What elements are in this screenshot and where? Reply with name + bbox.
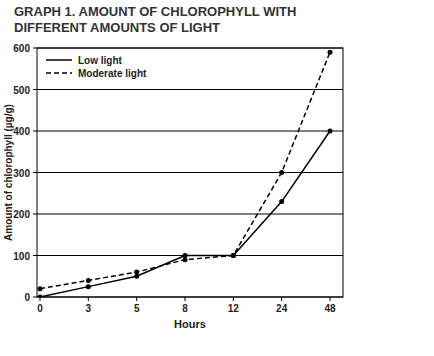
- chart: 0 100 200 300 400 500 600 0 3 5 8 12 24 48 Hours Amount…: [0, 0, 434, 356]
- grid-line: [37, 131, 343, 132]
- x-tick: [330, 297, 331, 301]
- x-tick: [40, 297, 41, 301]
- series-point: [231, 253, 236, 258]
- y-tick: [33, 131, 37, 132]
- grid-line: [37, 89, 343, 90]
- series-point: [183, 257, 188, 262]
- y-tick: [33, 255, 37, 256]
- x-tick: [185, 297, 186, 301]
- series-point: [86, 278, 91, 283]
- x-tick-label: 8: [182, 303, 188, 314]
- legend-swatch: [46, 59, 72, 61]
- series-point: [38, 295, 43, 298]
- series-point: [86, 284, 91, 289]
- x-tick-label: 24: [276, 303, 288, 314]
- y-tick: [33, 214, 37, 215]
- legend-label: Low light: [78, 55, 123, 66]
- y-tick: [33, 172, 37, 173]
- grid-line: [37, 214, 343, 215]
- y-tick-label: 600: [13, 43, 30, 54]
- grid-line: [37, 172, 343, 173]
- y-tick-label: 300: [13, 168, 30, 179]
- x-tick: [88, 297, 89, 301]
- plot-frame: [37, 48, 343, 297]
- x-tick-label: 0: [37, 303, 43, 314]
- legend-label: Moderate light: [78, 68, 147, 79]
- y-tick: [33, 89, 37, 90]
- series-line: [40, 131, 330, 297]
- y-tick: [33, 297, 37, 298]
- legend-swatch: [46, 72, 72, 74]
- series-line: [40, 52, 330, 289]
- x-tick-label: 3: [86, 303, 92, 314]
- x-tick: [136, 297, 137, 301]
- legend-box: [42, 51, 154, 85]
- title: GRAPH 1. AMOUNT OF CHLOROPHYLL WITH DIFF…: [14, 4, 334, 36]
- y-tick-label: 0: [24, 292, 30, 303]
- y-tick-label: 200: [13, 209, 30, 220]
- series-point: [231, 253, 236, 258]
- y-tick-label: 400: [13, 126, 30, 137]
- y-tick-label: 500: [13, 85, 30, 96]
- x-tick: [233, 297, 234, 301]
- series-point: [38, 286, 43, 291]
- x-axis-label: Hours: [174, 318, 206, 330]
- plot-area: [38, 50, 333, 297]
- series-point: [279, 199, 284, 204]
- y-tick-label: 100: [13, 251, 30, 262]
- legend: Low light Moderate light: [42, 51, 154, 85]
- x-tick-label: 12: [228, 303, 240, 314]
- x-tick-label: 48: [324, 303, 336, 314]
- x-tick: [281, 297, 282, 301]
- x-tick-label: 5: [134, 303, 140, 314]
- series-point: [134, 270, 139, 275]
- y-tick: [33, 48, 37, 49]
- series-point: [279, 170, 284, 175]
- series-point: [328, 129, 333, 134]
- y-axis-label: Amount of chlorophyll (µg/g): [3, 104, 14, 241]
- series-point: [328, 50, 333, 55]
